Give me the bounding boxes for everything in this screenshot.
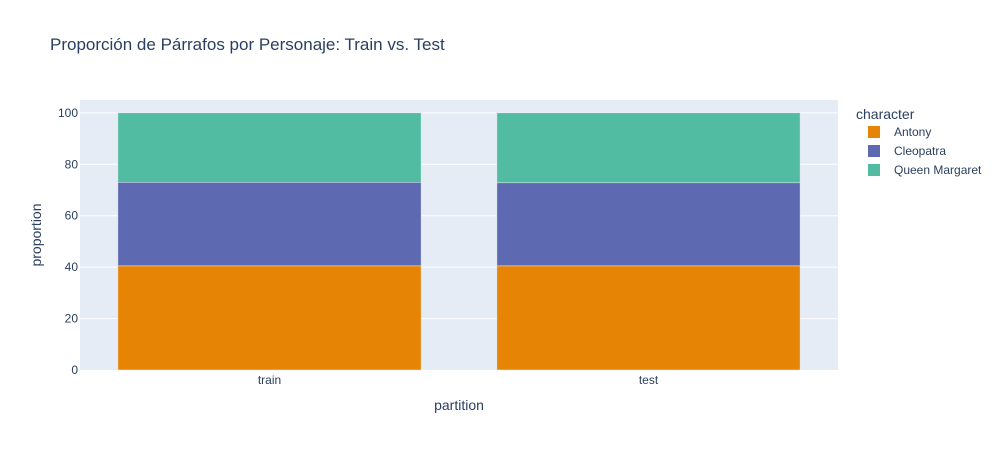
y-axis-title: proportion [28,203,44,266]
bar-segment-antony-train [117,265,422,371]
legend-label: Queen Margaret [894,163,982,177]
x-axis-title: partition [434,397,484,413]
y-tick-label: 80 [65,157,79,171]
bar-segment-cleopatra-test [496,182,801,267]
y-tick-label: 20 [65,312,79,326]
bar-segment-cleopatra-train [117,182,422,267]
y-tick-label: 100 [58,106,78,120]
y-axis-ticks: 0 20 40 60 80 100 [58,106,78,377]
bar-segment-antony-test [496,265,801,371]
legend[interactable]: Antony Cleopatra Queen Margaret [868,125,982,177]
legend-item-queen-margaret[interactable]: Queen Margaret [868,163,982,177]
legend-swatch [868,126,880,138]
legend-item-cleopatra[interactable]: Cleopatra [868,144,946,158]
x-tick-label: test [639,373,659,387]
legend-title: character [856,106,915,122]
bar-segment-queen-margaret-test [496,112,801,184]
chart-title: Proporción de Párrafos por Personaje: Tr… [50,35,445,54]
legend-swatch [868,145,880,157]
x-axis-ticks: train test [258,373,659,387]
y-tick-label: 60 [65,209,79,223]
bar-segment-queen-margaret-train [117,112,422,183]
legend-label: Antony [894,125,931,139]
y-tick-label: 0 [71,363,78,377]
legend-item-antony[interactable]: Antony [868,125,931,139]
x-tick-label: train [258,373,281,387]
legend-swatch [868,164,880,176]
bars [117,112,801,371]
y-tick-label: 40 [65,260,79,274]
legend-label: Cleopatra [894,144,946,158]
